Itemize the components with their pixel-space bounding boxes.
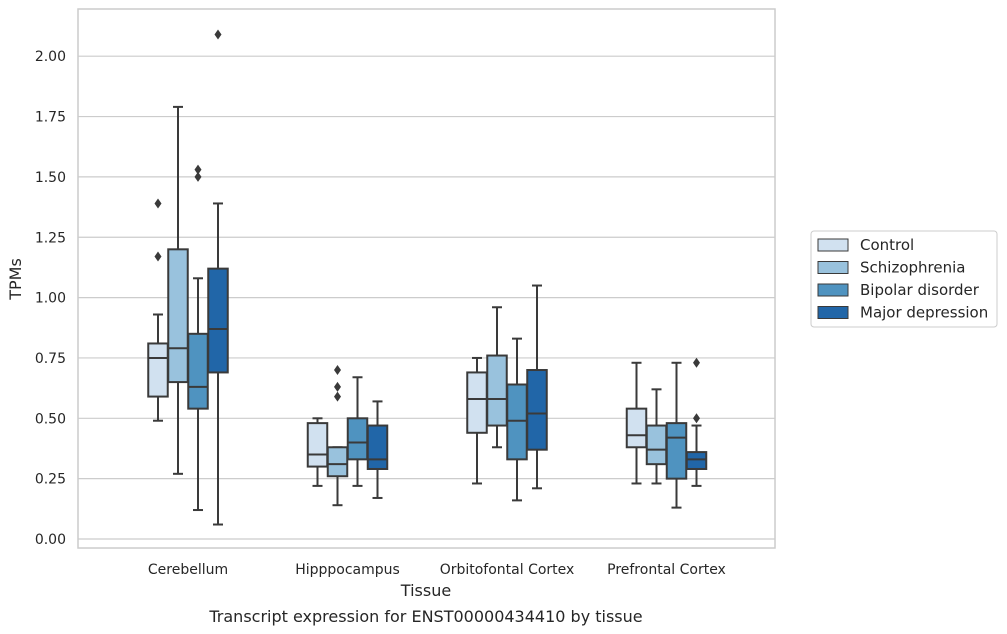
- y-tick-label: 0.00: [35, 532, 66, 548]
- box-2-0: [466, 356, 488, 485]
- x-tick-labels: Cerebellum Hipppocampus Orbitofontal Corte…: [148, 562, 726, 578]
- y-tick-label: 1.75: [35, 110, 66, 126]
- chart-title: Transcript expression for ENST0000043441…: [208, 607, 642, 626]
- legend-swatch: [817, 261, 849, 274]
- box-0-2: [187, 164, 209, 512]
- box-body: [366, 424, 389, 470]
- legend-frame: [810, 230, 998, 328]
- y-tick-label: 0.75: [35, 351, 66, 367]
- box-1-1: [326, 365, 349, 507]
- y-axis-label: TPMs: [6, 258, 25, 301]
- box-1-0: [306, 417, 329, 487]
- outlier-point: [154, 251, 162, 262]
- box-3-2: [665, 361, 688, 509]
- legend-label: Bipolar disorder: [860, 281, 980, 299]
- y-tick-label: 1.00: [35, 291, 66, 307]
- y-tick-label: 0.25: [35, 472, 66, 488]
- legend-label: Major depression: [860, 304, 988, 322]
- box-2-3: [526, 284, 548, 490]
- legend-label: Schizophrenia: [860, 259, 965, 277]
- grid-lines: [78, 55, 775, 540]
- box-2-1: [486, 306, 508, 449]
- x-tick-label: Prefrontal Cortex: [607, 562, 726, 578]
- box-body: [187, 332, 209, 410]
- box-body: [645, 424, 668, 466]
- x-tick-label: Cerebellum: [148, 562, 228, 578]
- box-body: [207, 267, 229, 374]
- legend-swatch: [817, 283, 849, 297]
- box-series: [147, 29, 708, 526]
- box-1-3: [366, 400, 389, 499]
- box-0-1: [167, 105, 189, 475]
- box-body: [486, 354, 508, 427]
- outlier-point: [334, 381, 341, 392]
- box-body: [306, 422, 329, 468]
- box-body: [147, 342, 169, 398]
- box-body: [506, 383, 528, 461]
- y-tick-label: 0.50: [35, 411, 66, 427]
- legend: Control Schizophrenia Bipolar disorder Majo…: [810, 230, 998, 328]
- box-0-3: [207, 29, 229, 526]
- box-body: [665, 422, 688, 480]
- legend-swatch: [817, 238, 849, 252]
- outlier-point: [334, 365, 341, 376]
- box-body: [526, 369, 548, 451]
- box-body: [346, 417, 369, 461]
- box-3-1: [645, 388, 668, 485]
- box-body: [326, 446, 349, 478]
- box-body: [466, 371, 488, 434]
- y-tick-labels: 0.00 0.25 0.50 0.75 1.00 1.25 1.50 1.75 2.00: [35, 49, 66, 548]
- box-body: [685, 451, 708, 470]
- y-tick-label: 2.00: [35, 49, 66, 65]
- outlier-point: [693, 357, 700, 368]
- outlier-point: [214, 29, 222, 40]
- outlier-point: [693, 413, 700, 424]
- outlier-point: [194, 164, 202, 175]
- x-tick-label: Hipppocampus: [295, 562, 400, 578]
- x-axis-label: Tissue: [400, 581, 451, 600]
- y-tick-label: 1.50: [35, 170, 66, 186]
- y-tick-label: 1.25: [35, 230, 66, 246]
- legend-swatch: [817, 306, 849, 319]
- box-0-0: [147, 198, 169, 422]
- box-3-0: [625, 361, 648, 485]
- box-body: [167, 248, 189, 384]
- x-tick-label: Orbitofontal Cortex: [440, 562, 575, 578]
- legend-label: Control: [860, 236, 914, 254]
- box-1-2: [346, 376, 369, 487]
- outlier-point: [194, 171, 202, 182]
- outlier-point: [334, 391, 341, 402]
- box-3-3: [685, 357, 708, 487]
- box-body: [625, 407, 648, 449]
- outlier-point: [154, 198, 162, 209]
